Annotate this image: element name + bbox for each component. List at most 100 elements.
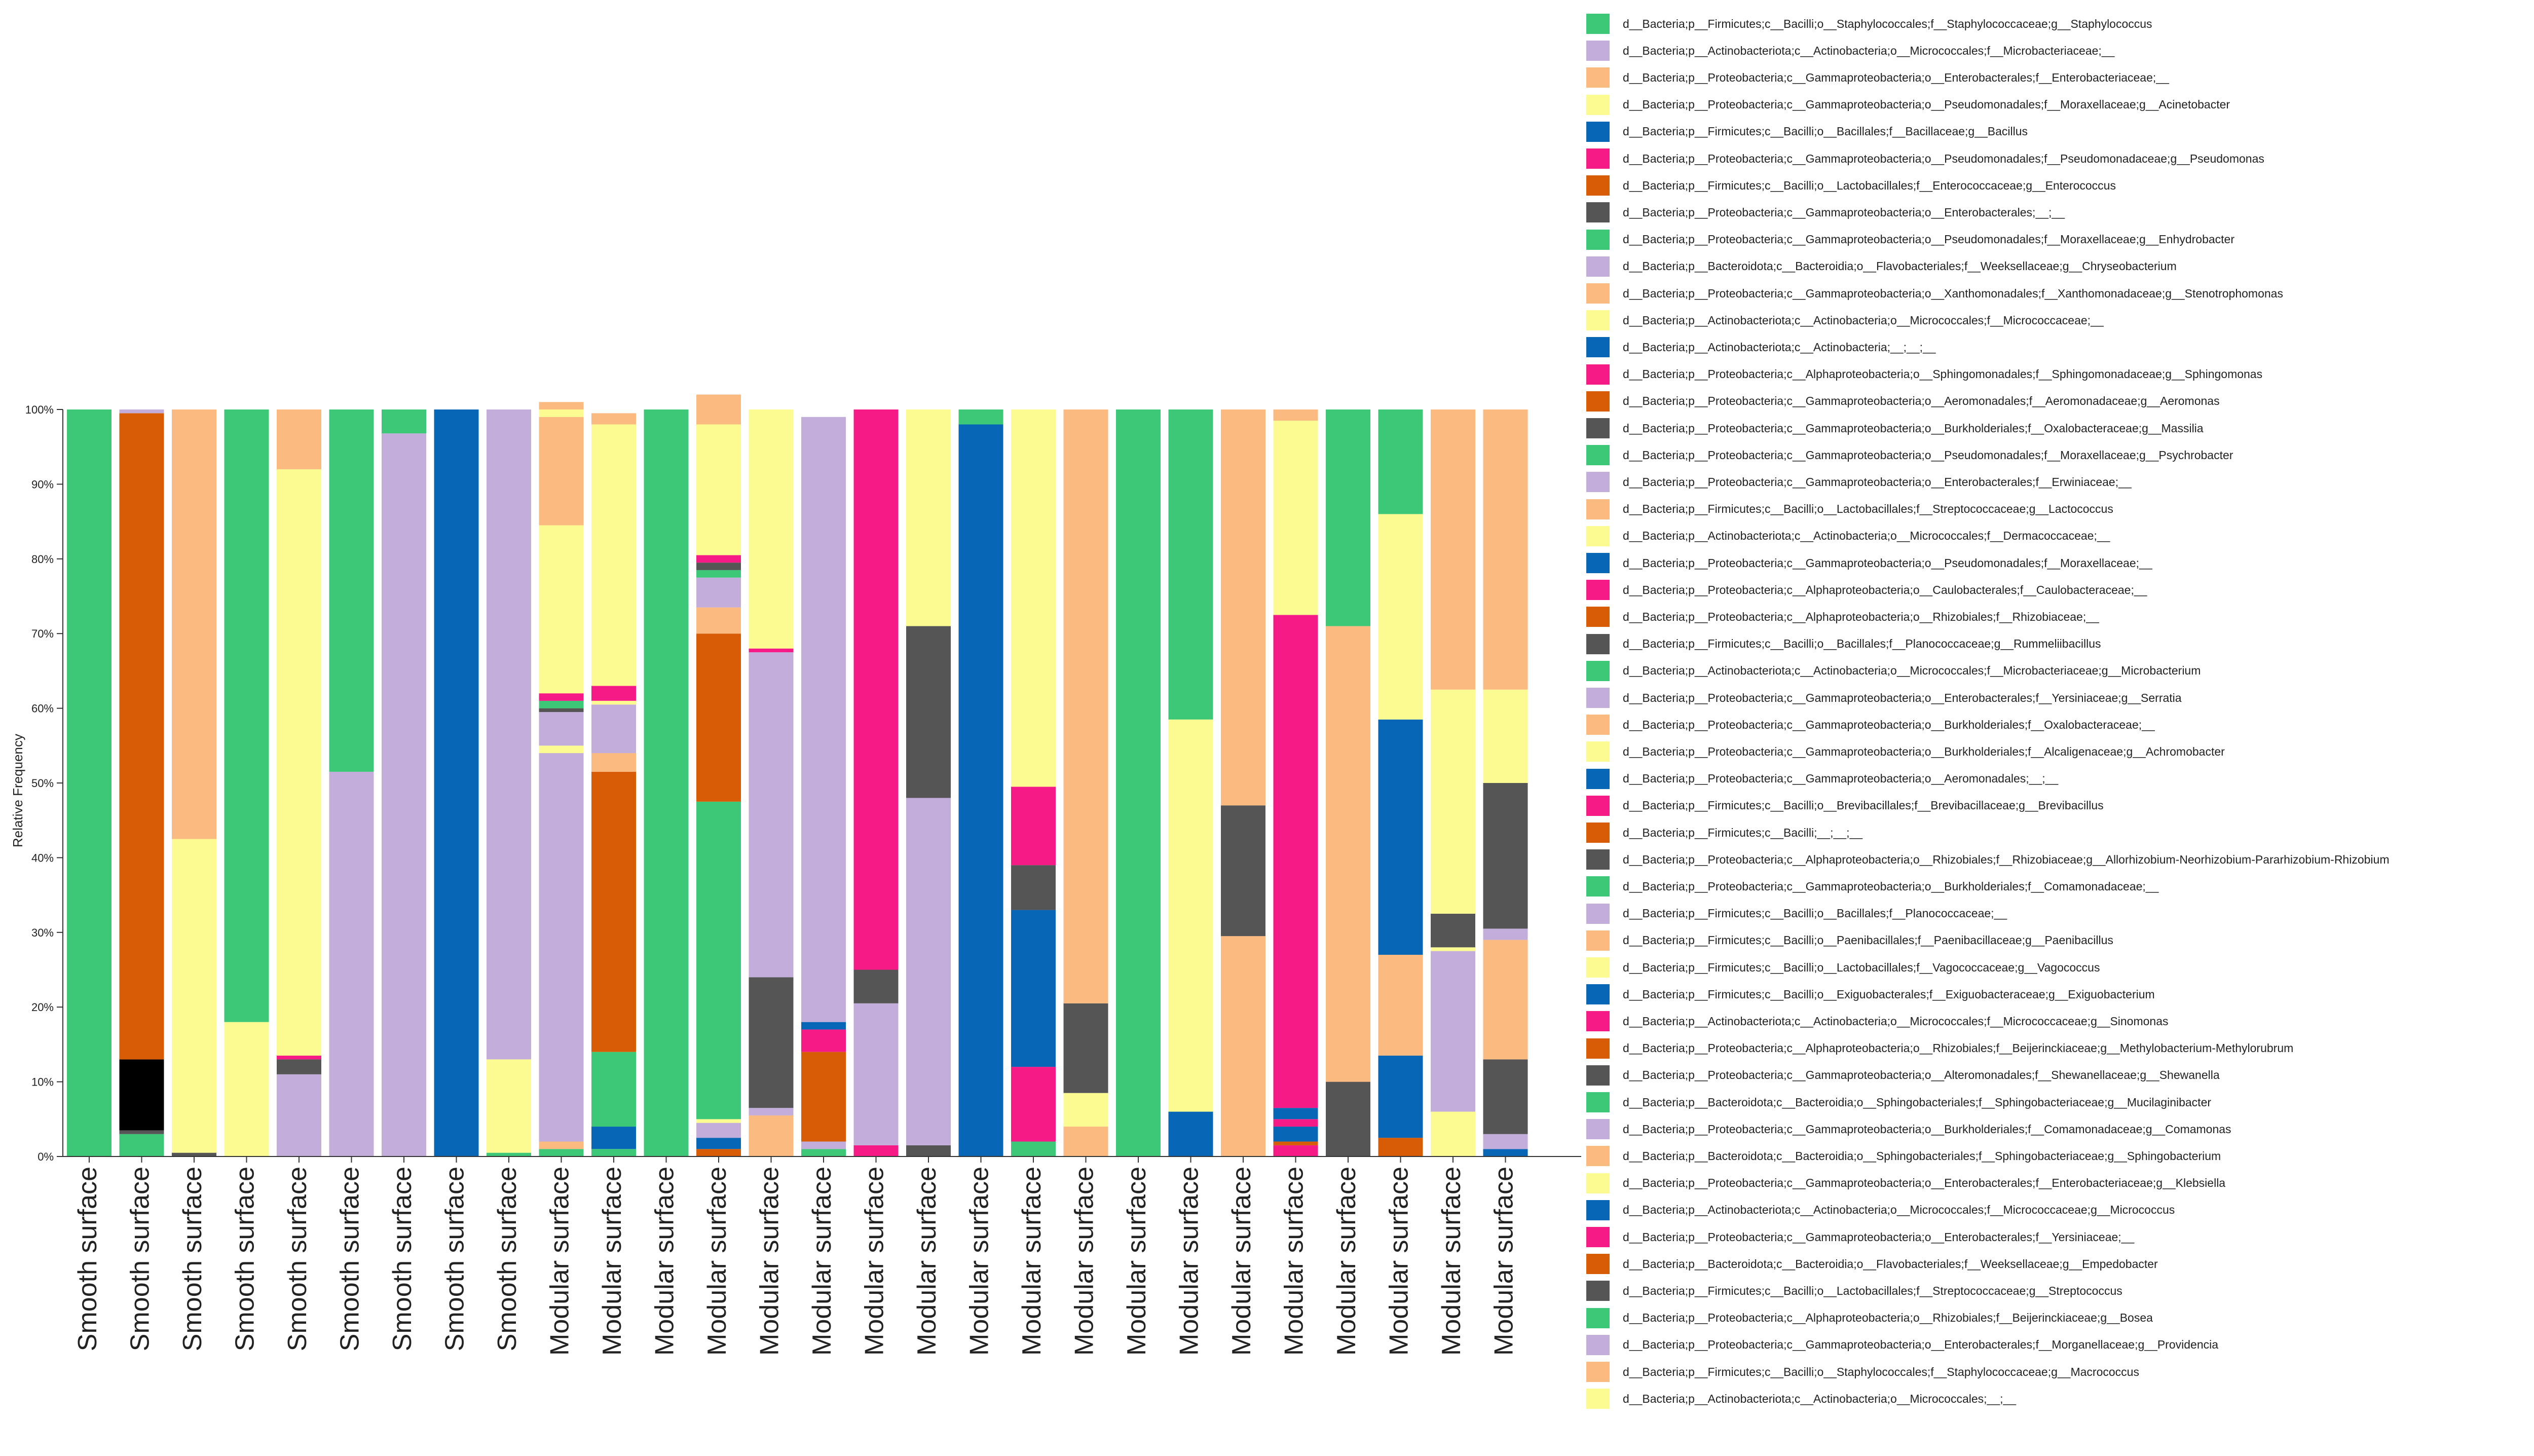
- legend-item: d__Bacteria;p__Proteobacteria;c__Gammapr…: [1586, 416, 2204, 441]
- x-tick-label: Modular surface: [912, 1167, 942, 1356]
- bar-segment: [1378, 1056, 1423, 1138]
- legend-label: d__Bacteria;p__Proteobacteria;c__Gammapr…: [1623, 205, 2065, 219]
- bar-segment: [224, 409, 269, 1022]
- legend-label: d__Bacteria;p__Firmicutes;c__Bacilli;o__…: [1623, 799, 2104, 812]
- legend-item: d__Bacteria;p__Proteobacteria;c__Alphapr…: [1586, 604, 2099, 629]
- legend-item: d__Bacteria;p__Proteobacteria;c__Gammapr…: [1586, 1171, 2225, 1196]
- y-tick-label: 90%: [31, 478, 54, 491]
- bar-segment: [172, 1152, 216, 1156]
- bar-segment: [539, 1141, 584, 1149]
- legend-swatch: [1586, 1362, 1610, 1382]
- legend-swatch: [1586, 903, 1610, 924]
- bar-segment: [277, 469, 321, 1056]
- x-tick-label: Modular surface: [1385, 1167, 1414, 1356]
- bar-27: [1431, 409, 1475, 1156]
- bar-segment: [119, 1134, 164, 1156]
- bar-segment: [1168, 409, 1213, 720]
- legend-label: d__Bacteria;p__Actinobacteriota;c__Actin…: [1623, 529, 2110, 543]
- stacked-bar-chart: 0% 10% 20% 30% 40% 50% 60% 70% 80% 90% 100% Smooth…: [10, 394, 1581, 1356]
- legend-label: d__Bacteria;p__Firmicutes;c__Bacilli;__;…: [1623, 826, 1863, 839]
- bar-segment: [539, 712, 584, 746]
- legend-swatch: [1586, 337, 1610, 358]
- bar-segment: [539, 708, 584, 712]
- legend-item: d__Bacteria;p__Proteobacteria;c__Gammapr…: [1586, 92, 2230, 118]
- legend-label: d__Bacteria;p__Actinobacteriota;c__Actin…: [1623, 313, 2104, 327]
- y-axis-label: Relative Frequency: [10, 734, 25, 847]
- legend-label: d__Bacteria;p__Proteobacteria;c__Gammapr…: [1623, 98, 2230, 111]
- bar-segment: [749, 1115, 794, 1156]
- legend-label: d__Bacteria;p__Bacteroidota;c__Bacteroid…: [1623, 1095, 2212, 1109]
- bar-segment: [539, 753, 584, 1142]
- bar-16: [853, 409, 899, 1156]
- legend-item: d__Bacteria;p__Proteobacteria;c__Alphapr…: [1586, 577, 2147, 603]
- bar-segment: [696, 577, 741, 608]
- legend-swatch: [1586, 580, 1610, 601]
- legend-item: d__Bacteria;p__Proteobacteria;c__Gammapr…: [1586, 1063, 2220, 1088]
- legend-item: d__Bacteria;p__Firmicutes;c__Bacilli;o__…: [1586, 497, 2113, 522]
- legend-swatch: [1586, 256, 1610, 277]
- legend-label: d__Bacteria;p__Firmicutes;c__Bacilli;o__…: [1623, 17, 2152, 30]
- bar-segment: [119, 1130, 164, 1134]
- legend-item: d__Bacteria;p__Proteobacteria;c__Gammapr…: [1586, 200, 2065, 225]
- bar-segment: [801, 1052, 846, 1142]
- legend-label: d__Bacteria;p__Firmicutes;c__Bacilli;o__…: [1623, 1365, 2139, 1378]
- bar-segment: [1483, 940, 1528, 1060]
- bar-segment: [1378, 1138, 1423, 1156]
- bar-segment: [119, 1059, 164, 1131]
- legend-swatch: [1586, 364, 1610, 385]
- bar-25: [1326, 409, 1370, 1156]
- bar-segment: [853, 409, 899, 970]
- bar-segment: [591, 753, 636, 772]
- legend-item: d__Bacteria;p__Proteobacteria;c__Gammapr…: [1586, 766, 2058, 792]
- bar-segment: [696, 1149, 741, 1156]
- bar-segment: [539, 693, 584, 701]
- legend-item: d__Bacteria;p__Proteobacteria;c__Gammapr…: [1586, 1332, 2218, 1358]
- legend-label: d__Bacteria;p__Proteobacteria;c__Gammapr…: [1623, 772, 2059, 786]
- y-tick-label: 20%: [31, 1001, 54, 1014]
- legend-item: d__Bacteria;p__Bacteroidota;c__Bacteroid…: [1586, 1143, 2221, 1169]
- legend-item: d__Bacteria;p__Firmicutes;c__Bacilli;o__…: [1586, 173, 2116, 198]
- bar-12: [644, 409, 689, 1156]
- bar-segment: [539, 402, 584, 409]
- bar-segment: [1273, 1145, 1318, 1156]
- bar-segment: [591, 700, 636, 705]
- bar-segment: [1483, 928, 1528, 940]
- bar-segment: [1063, 1127, 1108, 1156]
- legend-swatch: [1586, 1011, 1610, 1032]
- legend-swatch: [1586, 688, 1610, 708]
- legend-item: d__Bacteria;p__Proteobacteria;c__Gammapr…: [1586, 442, 2233, 468]
- legend-item: d__Bacteria;p__Actinobacteriota;c__Actin…: [1586, 1198, 2175, 1223]
- legend-swatch: [1586, 310, 1610, 331]
- x-tick-label: Modular surface: [1227, 1167, 1256, 1356]
- x-tick-label: Modular surface: [860, 1167, 889, 1356]
- legend-item: d__Bacteria;p__Proteobacteria;c__Gammapr…: [1586, 1116, 2231, 1142]
- x-tick-label: Modular surface: [1332, 1167, 1361, 1356]
- y-tick-label: 40%: [31, 851, 54, 864]
- legend-label: d__Bacteria;p__Proteobacteria;c__Gammapr…: [1623, 744, 2225, 758]
- bar-segment: [539, 417, 584, 526]
- bar-segment: [1273, 421, 1318, 615]
- legend-label: d__Bacteria;p__Actinobacteriota;c__Actin…: [1623, 1014, 2169, 1028]
- legend-swatch: [1586, 41, 1610, 61]
- bar-segment: [539, 700, 584, 708]
- bar-segment: [696, 607, 741, 634]
- bar-17: [906, 409, 951, 1156]
- bar-segment: [1273, 1108, 1318, 1119]
- x-tick-label: Modular surface: [1175, 1167, 1204, 1356]
- y-tick-label: 100%: [25, 403, 54, 416]
- y-tick-label: 70%: [31, 627, 54, 640]
- legend-label: d__Bacteria;p__Bacteroidota;c__Bacteroid…: [1623, 1149, 2221, 1163]
- legend-label: d__Bacteria;p__Actinobacteriota;c__Actin…: [1623, 1392, 2017, 1405]
- bar-15: [801, 417, 846, 1156]
- legend-label: d__Bacteria;p__Firmicutes;c__Bacilli;o__…: [1623, 502, 2113, 516]
- legend-swatch: [1586, 1092, 1610, 1112]
- legend-label: d__Bacteria;p__Proteobacteria;c__Gammapr…: [1623, 286, 2283, 300]
- bar-segment: [1431, 689, 1475, 914]
- legend-swatch: [1586, 823, 1610, 843]
- legend-swatch: [1586, 229, 1610, 250]
- x-tick-label: Smooth surface: [126, 1167, 155, 1351]
- bar-segment: [696, 563, 741, 570]
- bar-segment: [1431, 947, 1475, 951]
- bar-segment: [1326, 409, 1370, 626]
- legend-label: d__Bacteria;p__Proteobacteria;c__Gammapr…: [1623, 448, 2233, 462]
